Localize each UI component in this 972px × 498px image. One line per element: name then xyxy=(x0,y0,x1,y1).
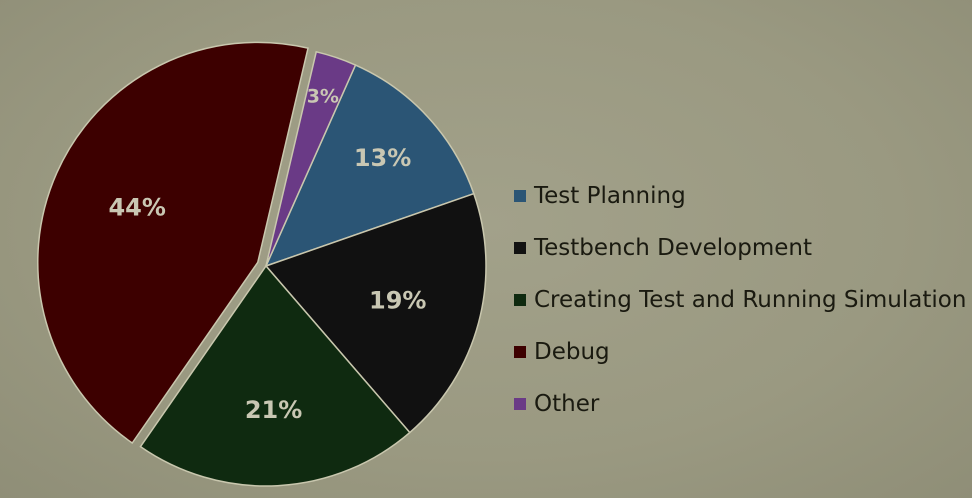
legend-label: Testbench Development xyxy=(534,235,812,261)
data-label-testbench-development: 19% xyxy=(369,286,426,314)
legend-swatch xyxy=(514,346,526,358)
pie-slice-test-planning xyxy=(264,64,475,268)
pie-slice-testbench-development xyxy=(264,192,487,434)
data-label-test-planning: 13% xyxy=(354,144,411,172)
pie-slice-debug xyxy=(37,41,309,445)
legend-swatch xyxy=(514,190,526,202)
legend-item-test-planning: Test Planning xyxy=(514,170,966,222)
legend: Test Planning Testbench Development Creati… xyxy=(514,170,966,430)
legend-item-debug: Debug xyxy=(514,326,966,378)
legend-swatch xyxy=(514,294,526,306)
pie-slice-creating-test-and-running-simulation xyxy=(139,264,411,487)
data-label-creating-test-and-running-simulation: 21% xyxy=(245,396,302,424)
legend-swatch xyxy=(514,242,526,254)
legend-label: Creating Test and Running Simulation xyxy=(534,287,967,313)
data-label-other: 3% xyxy=(307,86,339,108)
legend-item-other: Other xyxy=(514,378,966,430)
legend-label: Debug xyxy=(534,339,610,365)
pie-slice-other xyxy=(265,50,357,267)
data-label-debug: 44% xyxy=(108,194,165,222)
legend-label: Test Planning xyxy=(534,183,686,209)
legend-label: Other xyxy=(534,391,600,417)
legend-item-creating-test-and-running-simulation: Creating Test and Running Simulation xyxy=(514,274,966,326)
legend-item-testbench-development: Testbench Development xyxy=(514,222,966,274)
legend-swatch xyxy=(514,398,526,410)
